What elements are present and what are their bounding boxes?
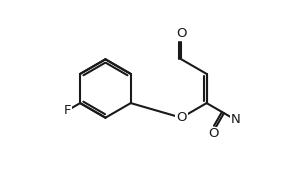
Text: N: N <box>231 113 241 126</box>
Text: O: O <box>176 111 187 124</box>
Text: O: O <box>176 27 187 40</box>
Text: O: O <box>208 127 219 140</box>
Text: F: F <box>63 104 71 117</box>
